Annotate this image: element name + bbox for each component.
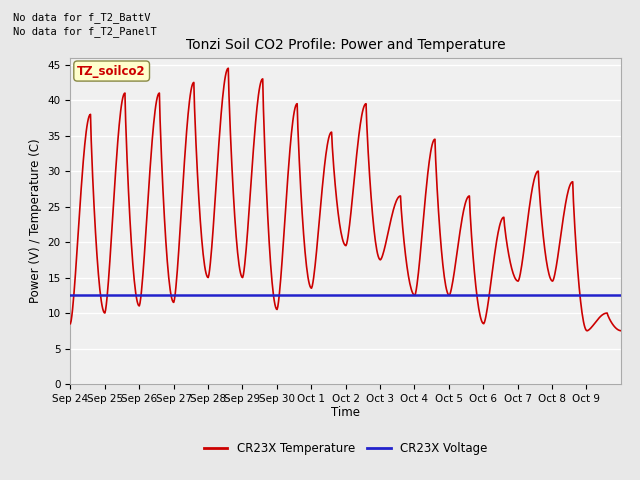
Legend: CR23X Temperature, CR23X Voltage: CR23X Temperature, CR23X Voltage bbox=[199, 437, 492, 460]
Text: TZ_soilco2: TZ_soilco2 bbox=[77, 64, 146, 78]
Y-axis label: Power (V) / Temperature (C): Power (V) / Temperature (C) bbox=[29, 139, 42, 303]
X-axis label: Time: Time bbox=[331, 407, 360, 420]
Text: No data for f_T2_BattV: No data for f_T2_BattV bbox=[13, 12, 150, 23]
Title: Tonzi Soil CO2 Profile: Power and Temperature: Tonzi Soil CO2 Profile: Power and Temper… bbox=[186, 38, 506, 52]
Text: No data for f_T2_PanelT: No data for f_T2_PanelT bbox=[13, 26, 157, 37]
